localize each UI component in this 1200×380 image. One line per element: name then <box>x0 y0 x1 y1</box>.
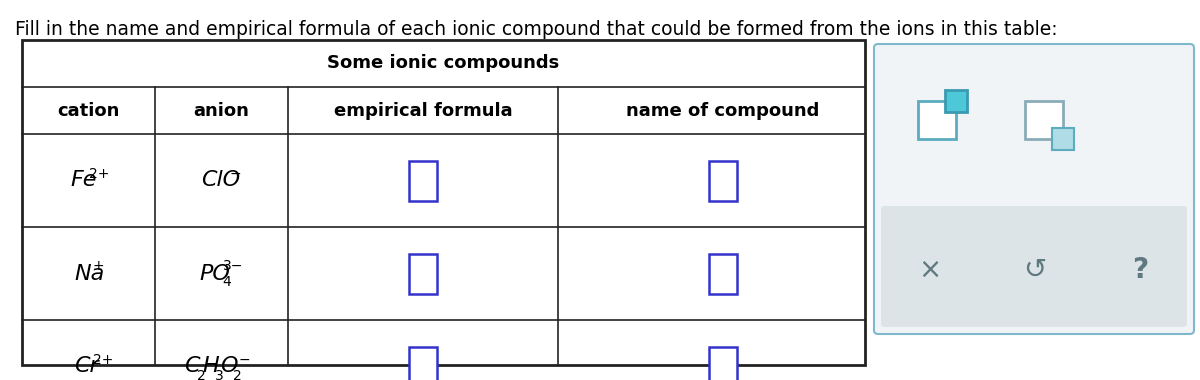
Bar <box>409 347 437 380</box>
Text: cation: cation <box>58 101 120 119</box>
Text: H: H <box>203 356 220 377</box>
Bar <box>946 90 967 112</box>
Text: 3: 3 <box>215 369 223 380</box>
Bar <box>709 160 737 201</box>
Bar <box>1052 128 1074 150</box>
Bar <box>918 101 956 139</box>
Text: −: − <box>229 166 241 180</box>
Text: 2: 2 <box>197 369 205 380</box>
Bar <box>22 40 865 365</box>
Text: 3−: 3− <box>222 260 242 274</box>
Text: Fe: Fe <box>71 171 97 190</box>
Text: Fill in the name and empirical formula of each ionic compound that could be form: Fill in the name and empirical formula o… <box>14 20 1057 39</box>
Text: name of compound: name of compound <box>626 101 820 119</box>
FancyBboxPatch shape <box>881 206 1187 327</box>
Text: ClO: ClO <box>202 171 241 190</box>
Text: anion: anion <box>193 101 250 119</box>
Text: O: O <box>221 356 238 377</box>
Bar <box>709 253 737 293</box>
Text: 2+: 2+ <box>92 353 113 366</box>
Text: −: − <box>239 353 250 366</box>
Text: PO: PO <box>199 263 230 283</box>
Text: empirical formula: empirical formula <box>334 101 512 119</box>
Text: ×: × <box>918 256 942 284</box>
Text: +: + <box>92 260 104 274</box>
Text: 4: 4 <box>222 276 232 290</box>
Text: 2: 2 <box>233 369 241 380</box>
Text: ↺: ↺ <box>1024 256 1046 284</box>
FancyBboxPatch shape <box>874 44 1194 334</box>
Bar <box>409 253 437 293</box>
Text: Cr: Cr <box>74 356 100 377</box>
Text: ?: ? <box>1132 256 1148 284</box>
Bar <box>409 160 437 201</box>
Text: Some ionic compounds: Some ionic compounds <box>328 54 559 73</box>
Text: C: C <box>185 356 200 377</box>
Bar <box>709 347 737 380</box>
Bar <box>1025 101 1063 139</box>
Text: Na: Na <box>74 263 104 283</box>
Text: 2+: 2+ <box>89 166 109 180</box>
